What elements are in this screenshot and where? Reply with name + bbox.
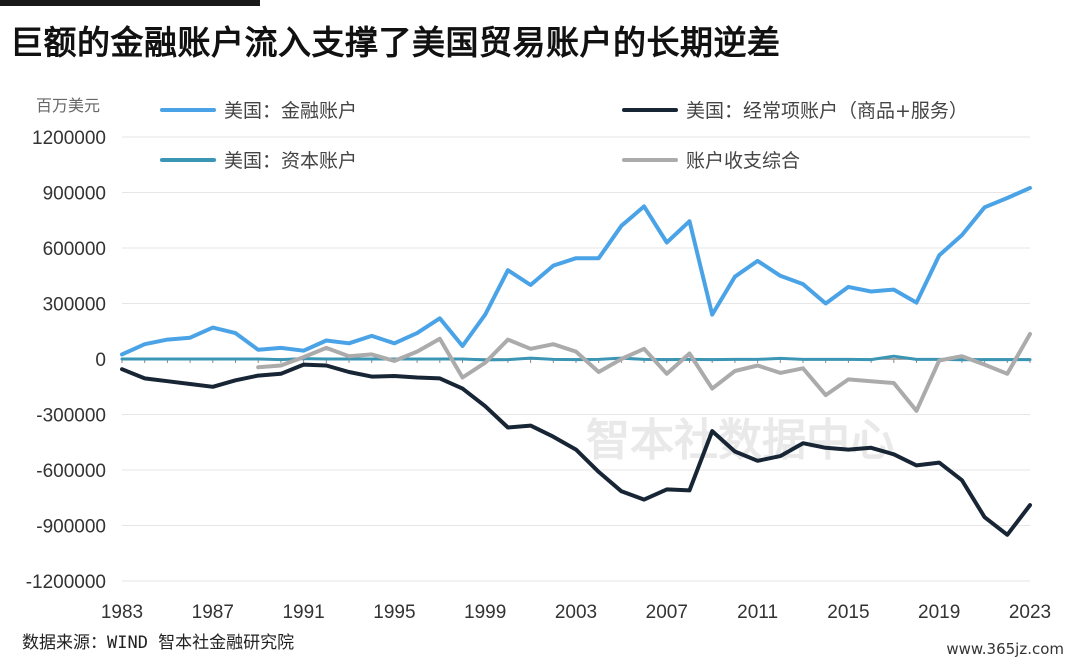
legend-swatch-total xyxy=(622,157,678,162)
y-tick-label: 1200000 xyxy=(32,128,106,149)
y-tick-label: 600000 xyxy=(43,239,106,260)
legend-label-total: 账户收支综合 xyxy=(686,150,801,172)
y-tick-label: 0 xyxy=(95,350,106,371)
x-tick-label: 1995 xyxy=(373,602,415,623)
y-tick-label: 900000 xyxy=(43,184,106,205)
x-tick-label: 2019 xyxy=(918,602,960,623)
series-line-3 xyxy=(256,332,1032,413)
series-line-1 xyxy=(120,362,1032,537)
legend-swatch-capital xyxy=(160,157,216,162)
legend-label-current: 美国：经常项账户（商品+服务） xyxy=(686,100,968,122)
legend-item-current-account: 美国：经常项账户（商品+服务） xyxy=(622,96,968,123)
y-tick-label: -600000 xyxy=(36,461,106,482)
series-line-0 xyxy=(120,185,1032,357)
x-tick-label: 1983 xyxy=(101,602,143,623)
legend-item-balance-total: 账户收支综合 xyxy=(622,146,800,173)
series-line-2 xyxy=(120,354,1032,362)
x-tick-label: 1999 xyxy=(464,602,506,623)
x-tick-label: 2003 xyxy=(555,602,597,623)
top-accent-bar xyxy=(0,0,260,6)
x-tick-label: 2015 xyxy=(827,602,869,623)
y-axis: 1200000 900000 600000 300000 0 -300000 -600000… xyxy=(26,128,106,593)
x-tick-label: 2011 xyxy=(737,602,778,623)
chart-title: 巨额的金融账户流入支撑了美国贸易账户的长期逆差 xyxy=(10,23,781,62)
series-lines xyxy=(120,185,1032,537)
watermark-text: 智本社数据中心 xyxy=(586,415,894,466)
x-tick-label: 2023 xyxy=(1009,602,1051,623)
y-tick-label: -300000 xyxy=(36,406,106,427)
y-tick-label: -900000 xyxy=(36,517,106,538)
legend-label-financial: 美国：金融账户 xyxy=(224,100,358,122)
site-watermark: www.365jz.com xyxy=(938,638,1072,660)
data-source-note: 数据来源：WIND 智本社金融研究院 xyxy=(22,633,295,653)
legend-swatch-financial xyxy=(160,107,216,112)
x-tick-label: 1987 xyxy=(192,602,234,623)
legend-item-financial-account: 美国：金融账户 xyxy=(160,96,357,123)
x-tick-label: 1991 xyxy=(282,602,324,623)
x-tick-label: 2007 xyxy=(646,602,688,623)
legend-item-capital-account: 美国：资本账户 xyxy=(160,146,357,173)
y-tick-label: 300000 xyxy=(43,295,106,316)
y-tick-label: -1200000 xyxy=(26,572,106,593)
legend-swatch-current xyxy=(622,107,678,112)
legend-label-capital: 美国：资本账户 xyxy=(224,150,358,172)
y-axis-unit-label: 百万美元 xyxy=(36,96,101,115)
